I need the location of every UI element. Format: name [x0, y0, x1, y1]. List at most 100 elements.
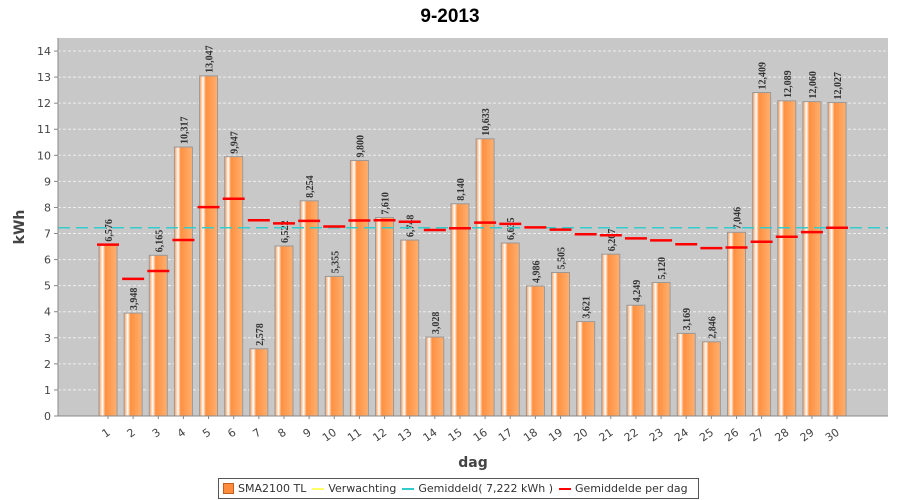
legend-label: SMA2100 TL	[238, 482, 307, 495]
data-label: 3,621	[582, 296, 593, 319]
bar	[475, 138, 495, 417]
legend-item-production: SMA2100 TL	[223, 482, 306, 495]
data-label: 8,140	[456, 178, 467, 201]
bar	[727, 231, 746, 417]
bar	[601, 253, 621, 417]
data-label: 6,522	[280, 220, 291, 243]
legend-swatch	[223, 483, 234, 494]
bar	[425, 336, 445, 417]
data-label: 6,748	[406, 215, 417, 238]
bar	[701, 341, 721, 417]
data-label: 10,633	[481, 108, 492, 136]
x-tick-label: 3	[150, 426, 163, 441]
y-tick-label: 10	[37, 149, 51, 162]
bar	[676, 332, 696, 417]
x-tick-label: 19	[546, 426, 565, 445]
data-label: 8,254	[305, 175, 316, 198]
data-label: 12,089	[783, 70, 794, 98]
legend: SMA2100 TL Verwachting Gemiddeld( 7,222 …	[218, 478, 699, 499]
data-label: 6,207	[607, 229, 618, 252]
x-tick-label: 17	[496, 426, 515, 445]
data-label: 9,800	[355, 135, 366, 158]
data-label: 10,317	[179, 117, 190, 145]
x-axis-label: dag	[458, 455, 488, 471]
x-tick-label: 30	[823, 426, 842, 445]
x-tick-label: 1	[100, 426, 113, 441]
data-label: 6,635	[506, 218, 517, 241]
bar	[651, 282, 671, 417]
data-label: 5,355	[330, 251, 341, 274]
bar	[148, 254, 168, 417]
data-label: 3,028	[431, 312, 442, 335]
x-tick-label: 5	[200, 426, 213, 441]
data-label: 6,576	[104, 219, 115, 242]
chart-title: 9-2013	[420, 6, 479, 27]
data-label: 12,027	[833, 72, 844, 100]
legend-item-average: Gemiddeld( 7,222 kWh )	[402, 482, 553, 495]
x-tick-label: 26	[722, 426, 741, 445]
bar	[525, 285, 545, 417]
legend-label: Verwachting	[328, 482, 397, 495]
data-label: 9,947	[230, 131, 241, 154]
bar	[500, 242, 520, 417]
bar	[173, 146, 193, 417]
bar	[98, 244, 118, 417]
data-label: 13,047	[205, 45, 216, 73]
bar	[299, 200, 319, 417]
x-tick-label: 20	[571, 426, 590, 445]
data-label: 12,060	[808, 71, 819, 99]
y-tick-label: 11	[37, 123, 51, 136]
bar	[777, 100, 797, 417]
bar	[752, 92, 772, 417]
y-tick-label: 6	[44, 254, 51, 267]
legend-swatch	[402, 487, 415, 490]
x-tick-label: 4	[175, 426, 188, 441]
x-tick-label: 8	[276, 426, 289, 441]
x-tick-label: 7	[250, 426, 263, 441]
y-tick-label: 14	[37, 45, 51, 58]
x-tick-label: 2	[125, 426, 138, 441]
bar	[224, 156, 244, 417]
x-tick-label: 18	[521, 426, 540, 445]
y-tick-label: 9	[44, 175, 51, 188]
data-label: 2,578	[255, 323, 266, 346]
data-label: 12,409	[758, 62, 769, 90]
bar	[802, 101, 822, 417]
x-tick-label: 29	[798, 426, 817, 445]
y-axis-label: kWh	[12, 210, 28, 245]
data-label: 3,948	[129, 288, 140, 311]
bar	[123, 312, 143, 417]
y-tick-label: 12	[37, 97, 51, 110]
x-tick-label: 27	[747, 426, 766, 445]
legend-label: Gemiddeld( 7,222 kWh )	[418, 482, 554, 495]
x-tick-label: 9	[301, 426, 314, 441]
x-tick-label: 16	[471, 426, 490, 445]
bar	[626, 304, 646, 417]
x-tick-label: 15	[446, 426, 465, 445]
x-tick-label: 10	[320, 426, 339, 445]
data-label: 4,986	[531, 261, 542, 284]
x-tick-label: 28	[773, 426, 792, 445]
x-tick-label: 22	[622, 426, 641, 445]
y-tick-label: 4	[44, 306, 51, 319]
data-label: 2,846	[707, 316, 718, 339]
y-tick-label: 0	[44, 410, 51, 423]
data-label: 5,505	[557, 247, 568, 270]
data-label: 5,120	[657, 257, 668, 280]
legend-label: Gemiddelde per dag	[575, 482, 688, 495]
y-tick-label: 3	[44, 332, 51, 345]
data-label: 6,165	[154, 230, 165, 253]
legend-item-expectation: Verwachting	[312, 482, 396, 495]
y-tick-label: 7	[44, 228, 51, 241]
legend-swatch	[312, 487, 325, 490]
data-label: 7,046	[733, 207, 744, 230]
x-tick-label: 11	[345, 426, 364, 445]
x-tick-label: 6	[225, 426, 238, 441]
data-label: 4,249	[632, 280, 643, 303]
bar	[324, 275, 344, 417]
y-tick-label: 8	[44, 201, 51, 214]
x-tick-label: 21	[597, 426, 616, 445]
bar	[827, 101, 847, 417]
x-tick-label: 12	[370, 426, 389, 445]
